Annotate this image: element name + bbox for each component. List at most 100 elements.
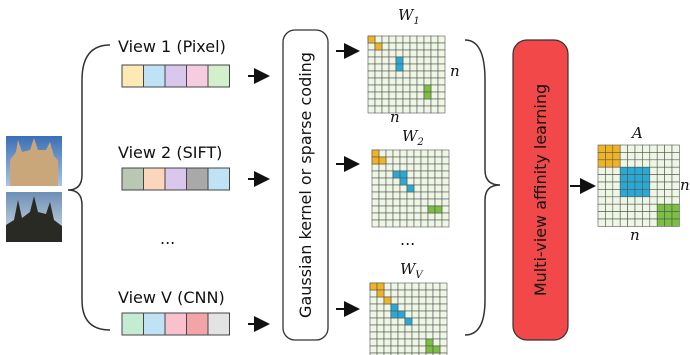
matrix-cell [396,71,403,78]
matrix-cell [368,36,375,43]
matrix-cell [433,283,440,290]
matrix-cell [442,220,449,227]
matrix-cell [442,157,449,164]
matrix-cell [398,290,405,297]
matrix-cell [412,325,419,332]
matrix-cell [613,182,620,189]
matrix-cell [377,304,384,311]
matrix-cell [410,99,417,106]
matrix-cell [442,206,449,213]
matrix-cell [665,152,672,159]
matrix-cell [372,192,379,199]
matrix-cell [642,189,649,196]
matrix-cell [396,106,403,113]
matrix-cell [620,197,627,204]
matrix-cell [414,192,421,199]
matrix-cell [424,50,431,57]
matrix-cell [391,339,398,346]
matrix-cell [435,192,442,199]
matrix-cell [672,204,679,211]
matrix-cell [372,206,379,213]
matrix-cell [440,346,447,353]
matrix-cell [400,220,407,227]
matrix-cell [384,318,391,325]
matrix-cell [642,167,649,174]
matrix-cell [368,50,375,57]
matrix-cell [375,50,382,57]
matrix-cell [650,167,657,174]
matrix-cell [635,145,642,152]
matrix-cell [433,325,440,332]
feature-cell [187,65,209,87]
matrix-cell [410,64,417,71]
matrix-cell [435,171,442,178]
matrix-cell [620,175,627,182]
matrix-cell [431,106,438,113]
matrix-cell [426,297,433,304]
matrix-cell [398,304,405,311]
matrix-cell [382,36,389,43]
matrix-cell [657,145,664,152]
matrix-cell [375,78,382,85]
matrix-cell [412,332,419,339]
matrix-cell [435,164,442,171]
matrix-cell [428,164,435,171]
matrix-cell [375,85,382,92]
matrix-cell [377,346,384,353]
matrix-cell [384,332,391,339]
matrix-cell [635,197,642,204]
matrix-cell [372,178,379,185]
matrix-cell [657,189,664,196]
view-label: ... [160,229,175,248]
matrix-cell [440,311,447,318]
matrix-cell [605,197,612,204]
matrix-cell [379,206,386,213]
matrix-cell [438,106,445,113]
matrix-cell [414,213,421,220]
matrix-cell [403,57,410,64]
matrix-cell [421,178,428,185]
matrix-cell [435,213,442,220]
matrix-cell [412,339,419,346]
matrix-cell [635,167,642,174]
matrix-cell [635,152,642,159]
matrix-cell [635,182,642,189]
matrix-cell [628,152,635,159]
matrix-cell [620,204,627,211]
matrix-cell [412,297,419,304]
matrix-cell [433,339,440,346]
matrix-cell [386,150,393,157]
matrix-cell [672,145,679,152]
matrix-cell [391,290,398,297]
matrix-cell [426,290,433,297]
matrix-cell [400,164,407,171]
matrix-cell [403,71,410,78]
matrix-cell [419,297,426,304]
matrix-cell [442,178,449,185]
matrix-cell [442,171,449,178]
matrix-cell [370,325,377,332]
matrix-cell [368,99,375,106]
matrix-cell [403,43,410,50]
matrix-cell [665,145,672,152]
matrix-cell [433,346,440,353]
matrix-cell [605,204,612,211]
photos [6,136,62,242]
matrix-cell [377,318,384,325]
matrix-cell [384,297,391,304]
matrix-cell [598,204,605,211]
matrix-cell [405,304,412,311]
matrix-cell [672,189,679,196]
fusion-label: Multi-view affinity learning [531,84,550,296]
matrix-cell [384,325,391,332]
matrix-cell [403,99,410,106]
matrix-cell [635,189,642,196]
feature-cell [122,313,144,335]
matrix-cell [379,220,386,227]
matrix-cell [400,206,407,213]
matrix-cell [372,164,379,171]
matrix-cell [410,57,417,64]
matrix-cell [389,36,396,43]
matrix-cell [635,175,642,182]
matrix-cell [635,212,642,219]
